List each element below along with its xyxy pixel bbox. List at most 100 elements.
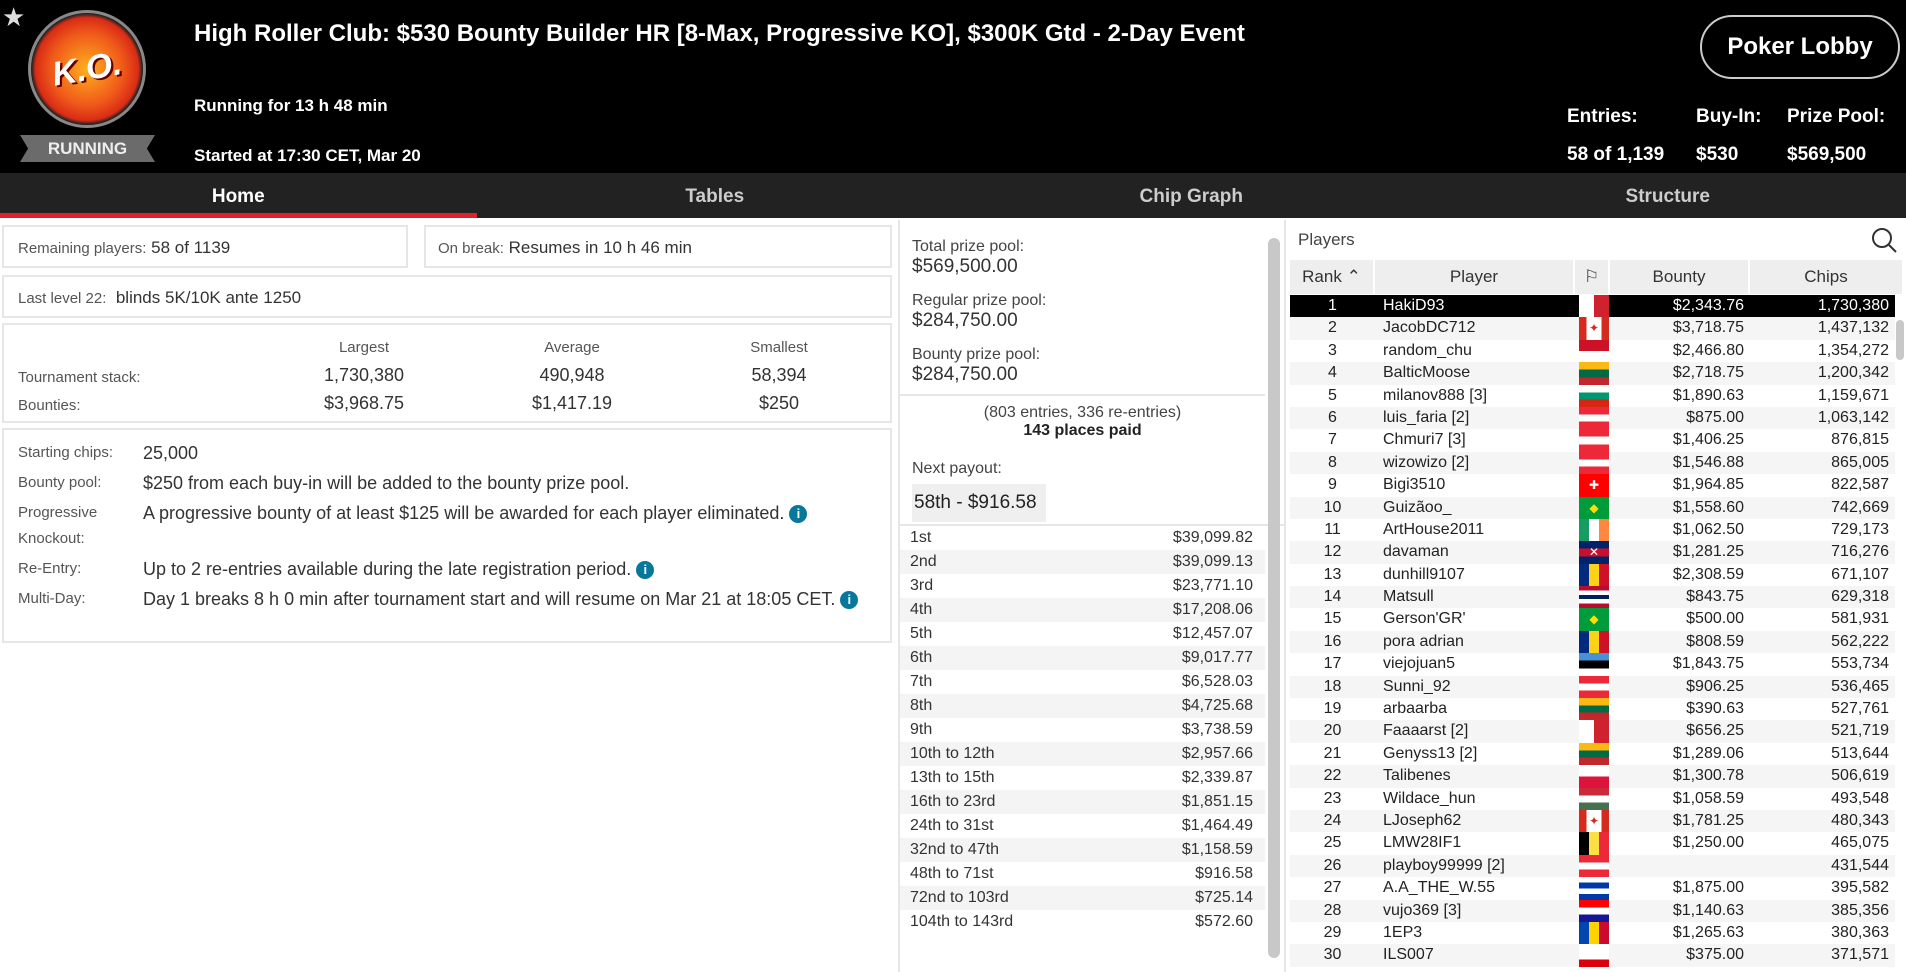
tab-home[interactable]: Home — [0, 173, 477, 218]
player-row[interactable]: 30 ILS007 $375.00 371,571 — [1290, 944, 1895, 967]
player-name: Faaaarst [2] — [1383, 722, 1469, 740]
player-row[interactable]: 25 LMW28IF1 $1,250.00 465,075 — [1290, 832, 1895, 855]
player-row[interactable]: 8 wizowizo [2] $1,546.88 865,005 — [1290, 451, 1895, 475]
payout-amount: $725.14 — [1195, 889, 1253, 906]
player-row[interactable]: 15 Gerson'GR' ◆ $500.00 581,931 — [1290, 608, 1895, 631]
tab-tables[interactable]: Tables — [685, 186, 745, 207]
info-icon[interactable]: i — [636, 561, 655, 580]
player-row[interactable]: 21 Genyss13 [2] $1,289.06 513,644 — [1290, 742, 1895, 766]
player-country — [1575, 518, 1610, 542]
payout-amount: $12,457.07 — [1172, 625, 1253, 642]
payout-row: 10th to 12th $2,957.66 — [900, 742, 1265, 766]
player-row[interactable]: 20 Faaaarst [2] $656.25 521,719 — [1290, 720, 1895, 743]
player-row[interactable]: 10 Guizãoo_ ◆ $1,558.60 742,669 — [1290, 496, 1895, 519]
player-row[interactable]: 7 Chmuri7 [3] $1,406.25 876,815 — [1290, 429, 1895, 452]
players-scrollbar[interactable] — [1896, 320, 1904, 360]
total-prize-value: $569,500.00 — [912, 256, 1018, 277]
flag-lt-icon — [1579, 742, 1609, 766]
player-row[interactable]: 3 random_chu $2,466.80 1,354,272 — [1290, 339, 1895, 363]
player-row[interactable]: 18 Sunni_92 $906.25 536,465 — [1290, 675, 1895, 699]
player-row[interactable]: 12 davaman ✕ $1,281.25 716,276 — [1290, 541, 1895, 564]
payout-scrollbar[interactable] — [1268, 238, 1280, 958]
player-rank: 27 — [1323, 879, 1342, 897]
player-rank: 18 — [1323, 677, 1342, 695]
player-rank: 14 — [1323, 588, 1342, 606]
payout-place: 5th — [910, 625, 933, 642]
player-rank: 11 — [1324, 520, 1341, 538]
player-row[interactable]: 23 Wildace_hun $1,058.59 493,548 — [1290, 787, 1895, 810]
player-row[interactable]: 26 playboy99999 [2] 431,544 — [1290, 854, 1895, 878]
player-country — [1575, 742, 1610, 766]
player-row[interactable]: 6 luis_faria [2] $875.00 1,063,142 — [1290, 406, 1895, 430]
player-chips: 395,582 — [1831, 879, 1889, 897]
player-row[interactable]: 9 Bigi3510 ✚ $1,964.85 822,587 — [1290, 474, 1895, 497]
stats-value: $1,417.19 — [531, 393, 613, 413]
player-row[interactable]: 17 viejojuan5 $1,843.75 553,734 — [1290, 653, 1895, 676]
col-chips[interactable]: Chips — [1804, 267, 1848, 286]
player-chips: 1,354,272 — [1817, 341, 1889, 359]
player-country — [1575, 675, 1610, 699]
player-row[interactable]: 11 ArtHouse2011 $1,062.50 729,173 — [1290, 518, 1895, 542]
player-name: Chmuri7 [3] — [1383, 431, 1466, 449]
player-row[interactable]: 27 A.A_THE_W.55 $1,875.00 395,582 — [1290, 877, 1895, 900]
payout-amount: $3,738.59 — [1181, 721, 1253, 738]
search-icon[interactable] — [1870, 226, 1898, 254]
payout-row: 2nd $39,099.13 — [900, 550, 1265, 574]
info-icon[interactable]: i — [789, 505, 808, 524]
player-chips: 1,730,380 — [1817, 297, 1889, 314]
player-name: LJoseph62 — [1383, 811, 1462, 829]
player-row[interactable]: 13 dunhill9107 $2,308.59 671,107 — [1290, 563, 1895, 587]
player-name: dunhill9107 — [1383, 565, 1465, 583]
player-row[interactable]: 19 arbaarba $390.63 527,761 — [1290, 698, 1895, 721]
player-chips: 521,719 — [1831, 722, 1889, 740]
player-row[interactable]: 16 pora adrian $808.59 562,222 — [1290, 630, 1895, 654]
payout-row: 13th to 15th $2,339.87 — [900, 766, 1265, 790]
flag-at-icon — [1579, 429, 1609, 452]
player-row[interactable]: 2 JacobDC712 ✦ $3,718.75 1,437,132 — [1290, 317, 1895, 340]
player-bounty — [1610, 855, 1750, 877]
player-row[interactable]: 28 vujo369 [3] $1,140.63 385,356 — [1290, 899, 1895, 922]
player-rank: 16 — [1323, 632, 1342, 650]
player-chips: 385,356 — [1831, 901, 1889, 919]
payout-row: 32nd to 47th $1,158.59 — [900, 838, 1265, 862]
player-row[interactable]: 14 Matsull $843.75 629,318 — [1290, 586, 1895, 609]
flag-gi-icon — [1579, 944, 1609, 967]
player-row[interactable]: 5 milanov888 [3] $1,890.63 1,159,671 — [1290, 384, 1895, 407]
tab-chip-graph[interactable]: Chip Graph — [1139, 186, 1243, 207]
player-chips: 742,669 — [1831, 498, 1889, 516]
tab-structure[interactable]: Structure — [1625, 186, 1710, 207]
stats-header: Largest Average Smallest — [4, 335, 890, 363]
player-row[interactable]: 29 1EP3 $1,265.63 380,363 — [1290, 921, 1895, 945]
col-player[interactable]: Player — [1375, 260, 1575, 294]
col-bounty[interactable]: Bounty — [1610, 260, 1750, 294]
ko-logo: K.O. — [28, 10, 146, 128]
info-icon[interactable]: i — [840, 591, 859, 610]
player-country: ✕ — [1575, 541, 1610, 564]
player-bounty: $1,781.25 — [1672, 811, 1744, 829]
player-rank: 26 — [1323, 856, 1342, 874]
player-country — [1575, 944, 1610, 967]
entries-note: (803 entries, 336 re-entries) — [983, 404, 1182, 421]
player-row[interactable]: 22 Talibenes $1,300.78 506,619 — [1290, 765, 1895, 788]
flag-ie-icon — [1579, 518, 1609, 542]
info-text: 25,000 — [143, 443, 199, 463]
col-country[interactable]: ⚐ — [1575, 260, 1610, 294]
player-row[interactable]: 4 BalticMoose $2,718.75 1,200,342 — [1290, 362, 1895, 385]
player-name: random_chu — [1383, 341, 1472, 359]
player-rank: 12 — [1323, 543, 1342, 561]
player-row[interactable]: 24 LJoseph62 ✦ $1,781.25 480,343 — [1290, 809, 1895, 833]
player-chips: 527,761 — [1831, 700, 1889, 718]
player-row[interactable]: 1 HakiD93 $2,343.76 1,730,380 — [1290, 295, 1895, 318]
flag-no-icon — [1579, 586, 1609, 609]
player-bounty: $843.75 — [1686, 588, 1744, 606]
payout-place: 3rd — [910, 577, 934, 594]
poker-lobby-button[interactable]: Poker Lobby — [1700, 15, 1900, 79]
player-country — [1575, 653, 1610, 676]
player-name: ILS007 — [1383, 946, 1434, 964]
player-bounty: $2,308.59 — [1672, 565, 1744, 583]
favorite-star-icon[interactable]: ★ — [2, 2, 26, 32]
col-rank[interactable]: Rank ⌃ — [1290, 260, 1375, 294]
player-country: ✚ — [1575, 474, 1610, 497]
player-chips: 480,343 — [1831, 811, 1889, 829]
flag-at-icon — [1579, 854, 1609, 878]
